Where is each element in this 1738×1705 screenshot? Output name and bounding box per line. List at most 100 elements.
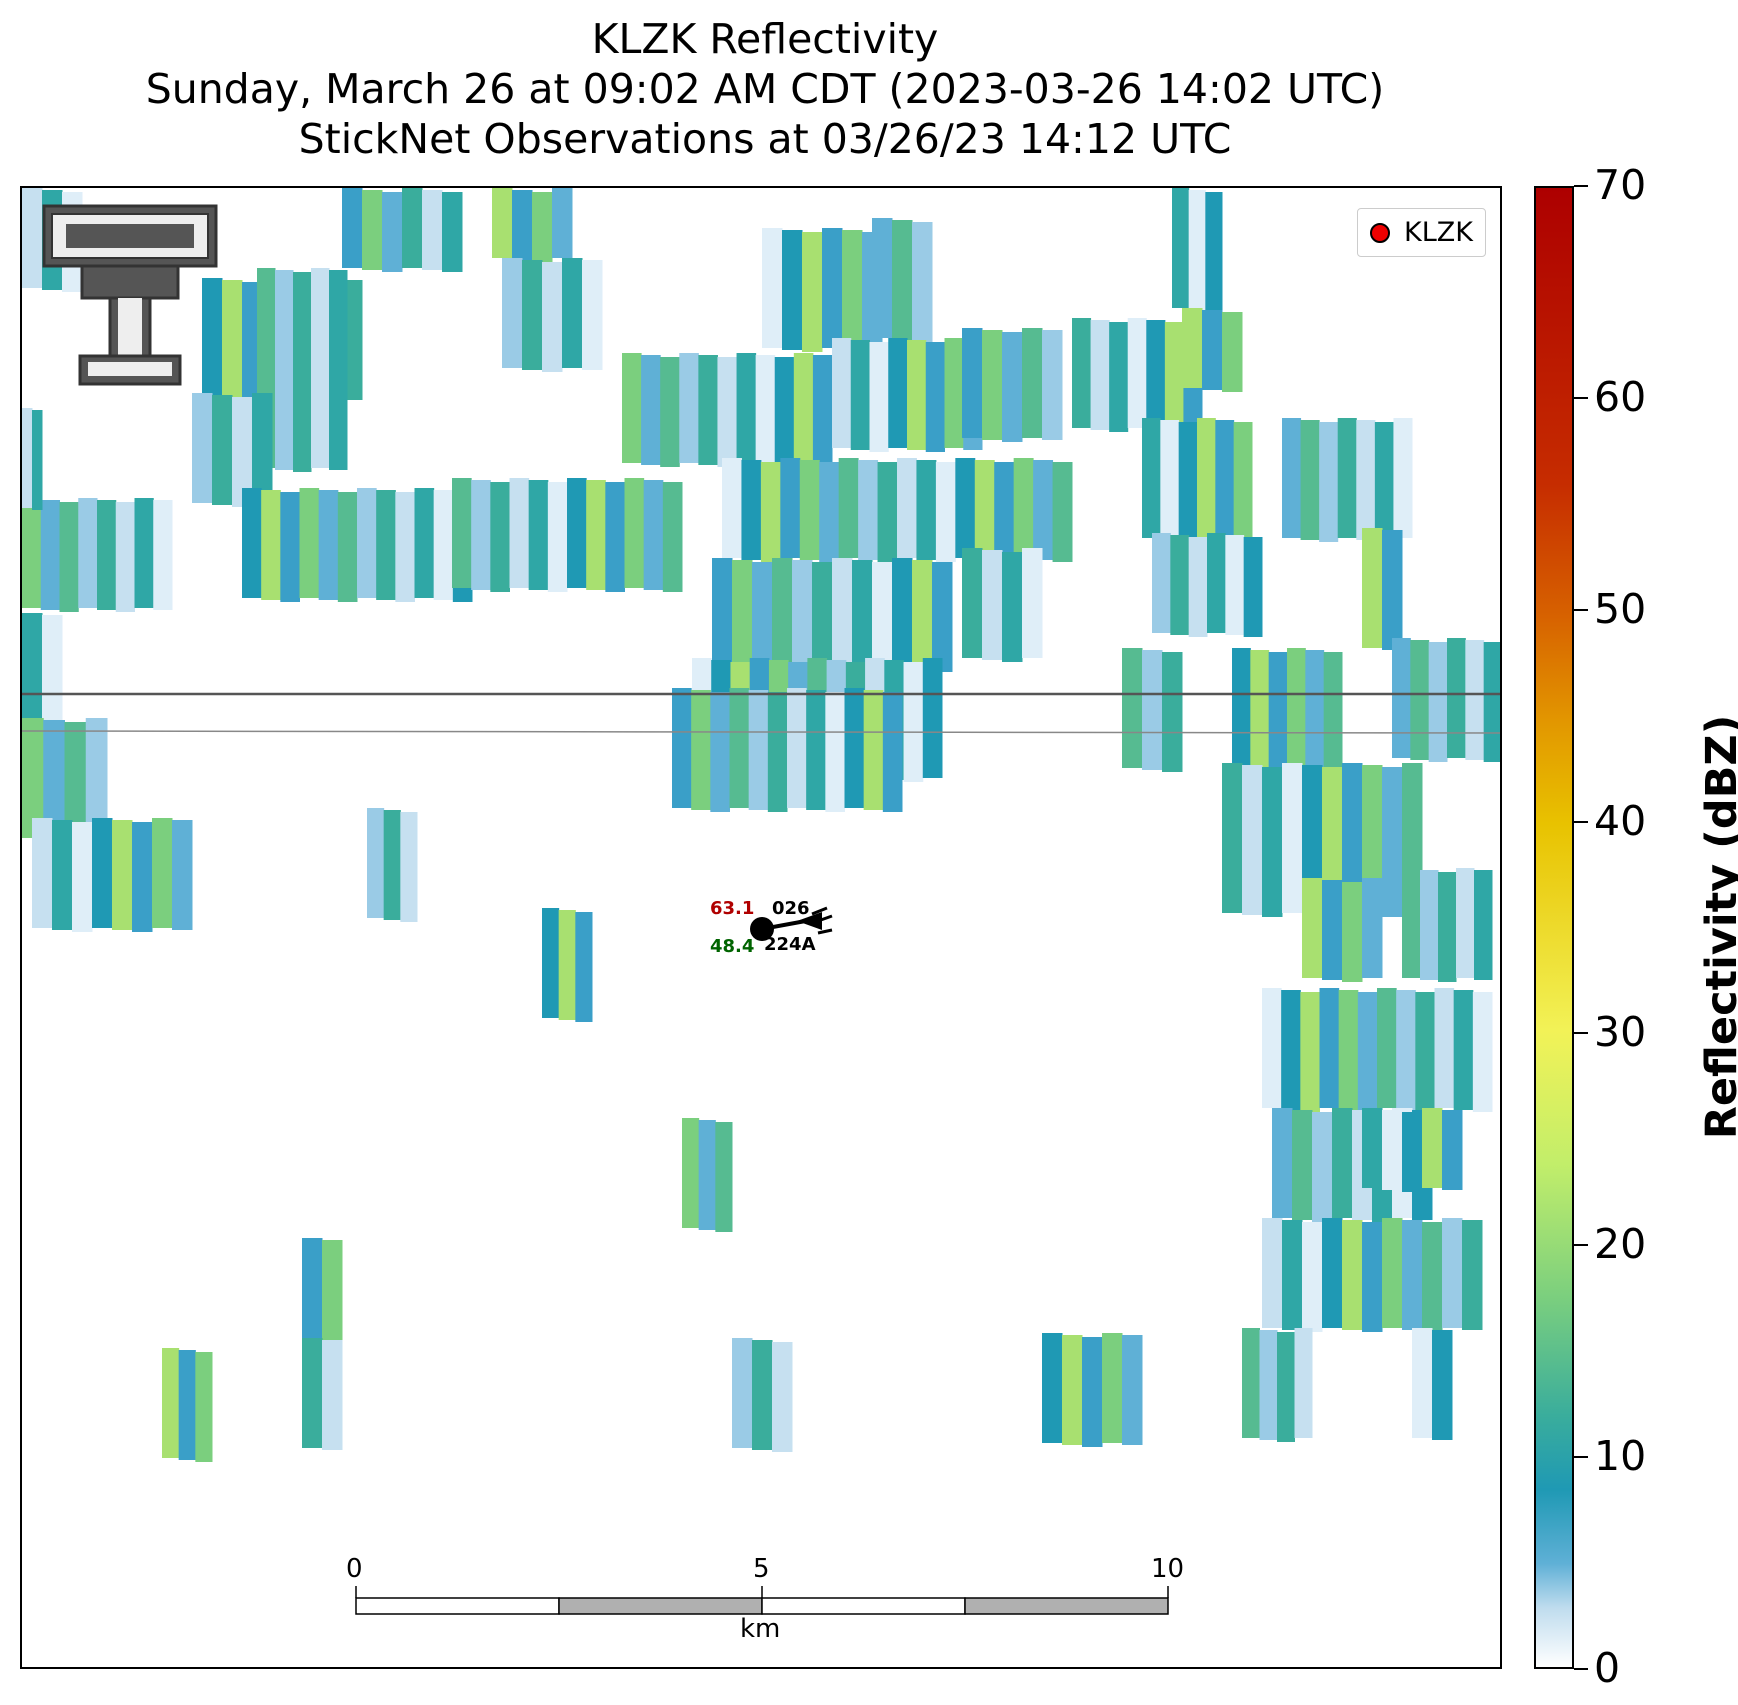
scale-bar <box>355 1586 1169 1615</box>
reflectivity-gate <box>1342 882 1363 982</box>
reflectivity-gate <box>552 188 573 258</box>
colorbar-title: Reflectivity (dBZ) <box>1697 714 1738 1140</box>
sticknet-station-224a <box>750 906 833 941</box>
reflectivity-gate <box>767 692 788 812</box>
colorbar-tick-mark <box>1574 185 1588 187</box>
reflectivity-gate <box>838 458 859 558</box>
reflectivity-gate <box>1410 640 1430 760</box>
reflectivity-gate <box>1172 188 1190 308</box>
reflectivity-gate <box>1122 648 1143 768</box>
reflectivity-gate <box>903 662 924 782</box>
reflectivity-gate <box>342 188 363 268</box>
reflectivity-gate <box>1412 1328 1433 1438</box>
reflectivity-gate <box>1142 650 1163 770</box>
reflectivity-gate <box>471 480 491 590</box>
reflectivity-gate <box>414 488 435 598</box>
reflectivity-gate <box>562 258 583 368</box>
reflectivity-gate <box>812 355 833 465</box>
reflectivity-gate <box>842 230 863 350</box>
reflectivity-gate <box>872 218 893 338</box>
radar-map[interactable]: 63.1 026 48.4 224A 0 5 10 km KLZK <box>20 186 1502 1669</box>
reflectivity-gate <box>732 1338 753 1448</box>
reflectivity-gate <box>22 498 42 608</box>
reflectivity-gate <box>1415 992 1435 1112</box>
reflectivity-gate <box>302 1238 323 1348</box>
reflectivity-gate <box>812 562 833 672</box>
reflectivity-gate <box>532 192 553 262</box>
reflectivity-gate <box>115 502 135 612</box>
reflectivity-gate <box>512 190 533 260</box>
reflectivity-gate <box>962 548 983 658</box>
reflectivity-gate <box>1282 1220 1303 1330</box>
reflectivity-gate <box>337 492 358 602</box>
reflectivity-gate <box>293 272 312 472</box>
reflectivity-gate <box>852 560 873 670</box>
colorbar-tick-mark <box>1574 1456 1588 1459</box>
reflectivity-gate <box>1197 418 1216 538</box>
reflectivity-gate <box>85 718 108 838</box>
reflectivity-gate <box>858 460 879 560</box>
reflectivity-gate <box>1362 1222 1383 1332</box>
reflectivity-gate <box>362 190 383 270</box>
reflectivity-gate <box>698 355 718 465</box>
reflectivity-gate <box>672 688 692 808</box>
reflectivity-gate <box>212 395 233 505</box>
reflectivity-gate <box>311 268 330 468</box>
reflectivity-gate <box>395 492 415 602</box>
reflectivity-gate <box>1402 868 1421 978</box>
reflectivity-gate <box>974 460 995 560</box>
reflectivity-gate <box>741 460 762 560</box>
reflectivity-gate <box>1319 422 1339 542</box>
reflectivity-gate <box>1362 765 1383 915</box>
reflectivity-gate <box>1356 420 1376 540</box>
reflectivity-gate <box>912 560 933 670</box>
reflectivity-gate <box>442 192 463 272</box>
reflectivity-gate <box>762 228 783 348</box>
reflectivity-gate <box>1142 418 1161 538</box>
reflectivity-gate <box>822 228 843 348</box>
reflectivity-gate <box>1453 990 1474 1110</box>
reflectivity-gate <box>641 355 661 465</box>
logo-double-t <box>42 204 218 386</box>
reflectivity-gate <box>433 490 454 600</box>
reflectivity-gate <box>1250 650 1270 770</box>
reflectivity-gate <box>1090 320 1110 430</box>
reflectivity-gate <box>682 1118 700 1228</box>
reflectivity-gate <box>32 818 53 928</box>
reflectivity-gate <box>1222 763 1243 913</box>
reflectivity-gate <box>1402 1112 1423 1192</box>
reflectivity-gate <box>1262 767 1283 917</box>
reflectivity-gate <box>760 462 781 562</box>
reflectivity-gate <box>1396 990 1416 1110</box>
reflectivity-gate <box>1042 330 1063 440</box>
reflectivity-gate <box>367 808 385 918</box>
reflectivity-gate <box>1362 878 1383 978</box>
reflectivity-gate <box>869 342 889 452</box>
reflectivity-gate <box>717 357 738 467</box>
reflectivity-gate <box>982 330 1003 440</box>
reflectivity-gate <box>1188 537 1208 637</box>
reflectivity-gate <box>509 478 530 588</box>
reflectivity-gate <box>802 232 823 352</box>
reflectivity-gate <box>872 562 893 672</box>
reflectivity-gate <box>1042 1333 1063 1443</box>
reflectivity-gate <box>1178 422 1198 542</box>
reflectivity-gate <box>962 328 983 438</box>
reflectivity-gate <box>1323 652 1343 772</box>
reflectivity-gate <box>152 818 173 928</box>
reflectivity-gate <box>575 912 593 1022</box>
reflectivity-gate <box>383 810 401 920</box>
reflectivity-gate <box>502 258 523 368</box>
title-line-1: KLZK Reflectivity <box>591 15 939 63</box>
reflectivity-gate <box>1170 535 1190 635</box>
reflectivity-gate <box>897 458 917 558</box>
colorbar-tick-label: 40 <box>1594 796 1647 845</box>
reflectivity-gate <box>1442 1110 1463 1190</box>
reflectivity-gate <box>322 1340 343 1450</box>
reflectivity-gate <box>132 822 153 932</box>
reflectivity-gate <box>863 690 884 810</box>
reflectivity-gate <box>522 260 543 370</box>
reflectivity-gate <box>97 500 117 610</box>
reflectivity-gate <box>1262 1218 1283 1328</box>
reflectivity-gate <box>542 908 560 1018</box>
